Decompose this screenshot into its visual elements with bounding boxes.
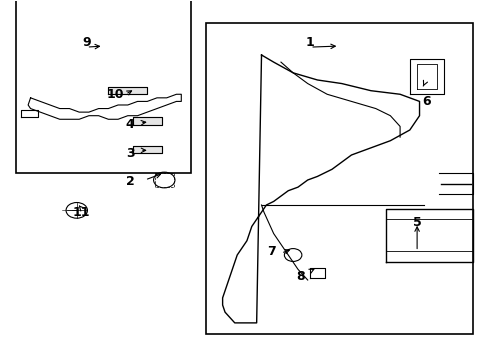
- Text: 9: 9: [82, 36, 91, 49]
- Polygon shape: [132, 146, 162, 153]
- Text: 5: 5: [412, 216, 421, 229]
- Text: 11: 11: [73, 206, 90, 219]
- Polygon shape: [108, 87, 147, 94]
- Bar: [16, 0, 191, 173]
- Text: 10: 10: [107, 88, 124, 101]
- Text: 3: 3: [126, 147, 134, 160]
- Text: 8: 8: [296, 270, 304, 283]
- Bar: [205, 23, 472, 334]
- Text: 7: 7: [266, 245, 275, 258]
- Text: 1: 1: [305, 36, 314, 49]
- Polygon shape: [132, 117, 162, 125]
- Text: 2: 2: [125, 175, 134, 188]
- Text: 6: 6: [422, 95, 430, 108]
- Text: 4: 4: [125, 118, 134, 131]
